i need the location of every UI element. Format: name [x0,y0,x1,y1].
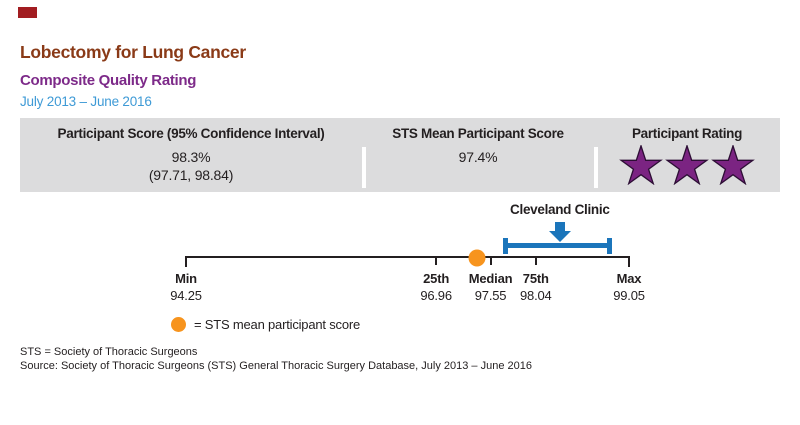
star-icon [665,145,709,185]
participant-rating-stars [594,145,780,185]
tick-mark-min [185,256,187,267]
tick-75th-label: 75th [522,271,549,286]
tick-25th: 25th 96.96 [420,271,452,303]
panel-divider [362,147,366,188]
tick-median-value: 97.55 [474,288,507,303]
bracket-right-cap [606,238,612,254]
chart-legend: = STS mean participant score [171,317,360,332]
sts-mean-marker [468,249,486,267]
summary-panel: Participant Score (95% Confidence Interv… [20,118,780,192]
percentile-chart: Cleveland Clinic Min 94.25 25th 96.96 Me… [0,195,800,345]
participant-score-value: 98.3% [171,149,211,165]
legend-label: = STS mean participant score [194,317,361,332]
confidence-interval-bracket [503,238,612,254]
tick-mark-75th [534,256,537,265]
participant-rating-header: Participant Rating [631,126,743,141]
tick-max: Max 99.05 [613,271,645,303]
sts-mean-value: 97.4% [458,149,498,165]
tick-max-label: Max [616,271,642,286]
tick-median: Median 97.55 [469,271,513,303]
star-icon [619,145,663,185]
axis-line [186,256,629,258]
tick-mark-25th [435,256,438,265]
provider-label: Cleveland Clinic [510,202,610,217]
participant-score-confidence-interval: (97.71, 98.84) [148,167,234,183]
tick-mark-median [489,256,492,265]
report-period: July 2013 – June 2016 [20,94,152,109]
footnote-source: Source: Society of Thoracic Surgeons (ST… [20,360,532,372]
tick-max-value: 99.05 [613,288,645,303]
panel-divider [594,147,598,188]
tick-median-label: Median [468,271,513,286]
tick-25th-label: 25th [423,271,450,286]
footnote-abbreviation: STS = Society of Thoracic Surgeons [20,346,198,358]
tick-75th: 75th 98.04 [520,271,552,303]
tick-75th-value: 98.04 [520,288,552,303]
corner-accent-square [18,7,37,18]
sts-mean-section: STS Mean Participant Score 97.4% [362,118,594,192]
participant-rating-section: Participant Rating [594,118,780,192]
tick-min-label: Min [175,271,197,286]
legend-mean-marker-icon [171,317,186,332]
tick-min: Min 94.25 [170,271,202,303]
tick-25th-value: 96.96 [420,288,452,303]
page-title: Lobectomy for Lung Cancer [20,42,246,62]
page-subtitle: Composite Quality Rating [20,72,197,89]
star-icon [711,145,755,185]
participant-score-header: Participant Score (95% Confidence Interv… [57,126,325,141]
sts-mean-header: STS Mean Participant Score [392,126,564,141]
provider-arrow-icon [548,222,571,242]
bracket-bar [505,243,610,248]
tick-min-value: 94.25 [170,288,202,303]
participant-score-section: Participant Score (95% Confidence Interv… [20,118,362,192]
tick-mark-max [628,256,630,267]
footnotes: STS = Society of Thoracic Surgeons Sourc… [20,345,532,373]
